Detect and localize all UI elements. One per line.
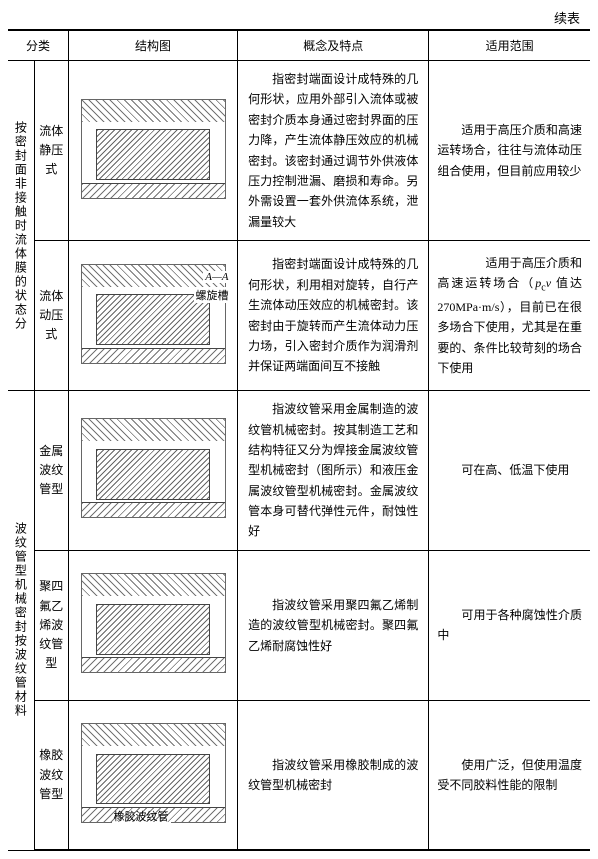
diagram-cell: A—A 螺旋槽 bbox=[68, 241, 237, 391]
diagram-annotation: 螺旋槽 bbox=[194, 287, 231, 303]
table-row: 聚四氟乙烯波纹管型 指波纹管采用聚四氟乙烯制造的波纹管型机械密封。聚四氟乙烯耐腐… bbox=[8, 550, 590, 700]
diagram-annotation: 橡胶波纹管 bbox=[112, 808, 171, 824]
scope-cell: 适用于高压介质和高速运转场合，往往与流体动压组合使用，但目前应用较少 bbox=[429, 61, 590, 241]
classification-table: 分类 结构图 概念及特点 适用范围 按密封面非接触时流体膜的状态分 流体静压式 … bbox=[8, 29, 590, 851]
subname-cell: 流体静压式 bbox=[34, 61, 68, 241]
concept-cell: 指波纹管采用金属制造的波纹管机械密封。按其制造工艺和结构特征又分为焊接金属波纹管… bbox=[238, 391, 429, 551]
table-row: 按密封面非接触时流体膜的状态分 流体静压式 指密封端面设计成特殊的几何形状，应用… bbox=[8, 61, 590, 241]
diagram-cell bbox=[68, 61, 237, 241]
continued-label: 续表 bbox=[8, 8, 590, 29]
diagram-annotation: A—A bbox=[203, 271, 230, 283]
mechanical-seal-diagram-icon: 橡胶波纹管 bbox=[81, 723, 226, 823]
header-row: 分类 结构图 概念及特点 适用范围 bbox=[8, 30, 590, 61]
mechanical-seal-diagram-icon bbox=[81, 99, 226, 199]
diagram-cell bbox=[68, 550, 237, 700]
mechanical-seal-diagram-icon: A—A 螺旋槽 bbox=[81, 264, 226, 364]
category-cell-1: 按密封面非接触时流体膜的状态分 bbox=[8, 61, 34, 391]
subname-cell: 橡胶波纹管型 bbox=[34, 700, 68, 850]
concept-cell: 指密封端面设计成特殊的几何形状，应用外部引入流体或被密封介质本身通过密封界面的压… bbox=[238, 61, 429, 241]
diagram-cell bbox=[68, 391, 237, 551]
scope-cell: 适用于高压介质和高速运转场合（pcv 值达 270MPa·m/s），目前已在很多… bbox=[429, 241, 590, 391]
concept-cell: 指波纹管采用橡胶制成的波纹管型机械密封 bbox=[238, 700, 429, 850]
header-scope: 适用范围 bbox=[429, 30, 590, 61]
subname-cell: 聚四氟乙烯波纹管型 bbox=[34, 550, 68, 700]
subname-cell: 金属波纹管型 bbox=[34, 391, 68, 551]
header-category: 分类 bbox=[8, 30, 68, 61]
concept-cell: 指波纹管采用聚四氟乙烯制造的波纹管型机械密封。聚四氟乙烯耐腐蚀性好 bbox=[238, 550, 429, 700]
table-row: 橡胶波纹管型 橡胶波纹管 指波纹管采用橡胶制成的波纹管型机械密封 使用广泛，但使… bbox=[8, 700, 590, 850]
header-diagram: 结构图 bbox=[68, 30, 237, 61]
diagram-cell: 橡胶波纹管 bbox=[68, 700, 237, 850]
table-row: 波纹管型机械密封按波纹管材料 金属波纹管型 指波纹管采用金属制造的波纹管机械密封… bbox=[8, 391, 590, 551]
scope-cell: 可在高、低温下使用 bbox=[429, 391, 590, 551]
subname-cell: 流体动压式 bbox=[34, 241, 68, 391]
category-cell-2: 波纹管型机械密封按波纹管材料 bbox=[8, 391, 34, 851]
scope-cell: 可用于各种腐蚀性介质中 bbox=[429, 550, 590, 700]
concept-cell: 指密封端面设计成特殊的几何形状，利用相对旋转，自行产生流体动压效应的机械密封。该… bbox=[238, 241, 429, 391]
table-row: 流体动压式 A—A 螺旋槽 指密封端面设计成特殊的几何形状，利用相对旋转，自行产… bbox=[8, 241, 590, 391]
mechanical-seal-diagram-icon bbox=[81, 573, 226, 673]
mechanical-seal-diagram-icon bbox=[81, 418, 226, 518]
scope-cell: 使用广泛，但使用温度受不同胶料性能的限制 bbox=[429, 700, 590, 850]
header-concept: 概念及特点 bbox=[238, 30, 429, 61]
